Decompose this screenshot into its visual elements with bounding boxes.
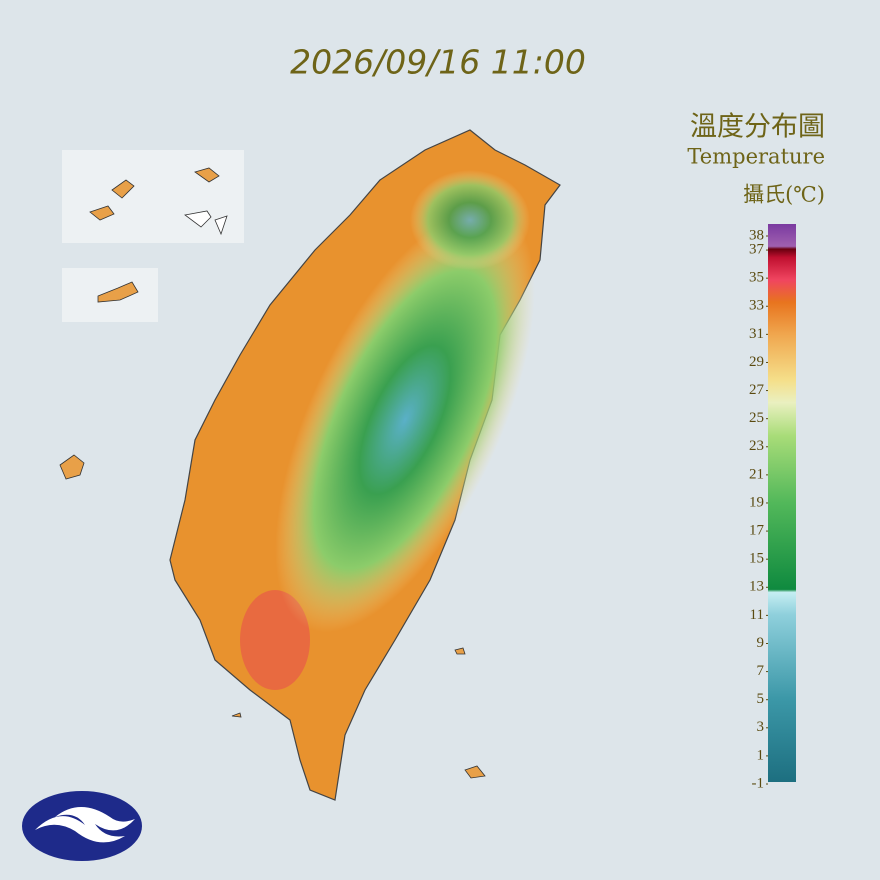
- legend-tick-label: 35: [749, 270, 764, 286]
- legend-tick-label: 25: [749, 410, 764, 426]
- timestamp: 2026/09/16 11:00: [290, 43, 586, 82]
- legend-tick-label: -1: [752, 775, 765, 791]
- islands: [184, 210, 228, 236]
- legend-tick-label: 38: [749, 227, 764, 243]
- mountain-area: [410, 170, 530, 270]
- legend-tick-label: 27: [749, 382, 765, 398]
- legend-tick-label: 15: [749, 551, 764, 567]
- legend-tick-label: 17: [749, 523, 765, 539]
- islands: [59, 454, 486, 779]
- legend-subtitle: Temperature: [687, 145, 825, 169]
- legend-tick-label: 5: [757, 691, 765, 707]
- legend-tick-label: 19: [749, 494, 764, 510]
- legend-tick-label: 33: [749, 298, 764, 314]
- legend-tick-label: 21: [749, 466, 764, 482]
- mountain-area: [275, 207, 535, 633]
- legend-tick-label: 13: [749, 579, 764, 595]
- logo-wave: [35, 807, 135, 843]
- legend-tick-label: 7: [757, 663, 765, 679]
- legend-tick-label: 1: [757, 747, 765, 763]
- legend-tick-label: 37: [749, 241, 765, 257]
- legend-tick-label: 11: [750, 607, 764, 623]
- legend-tick-label: 9: [757, 635, 765, 651]
- inset-box: [62, 150, 244, 243]
- legend-tick-label: 3: [757, 719, 765, 735]
- color-bar: [768, 224, 796, 782]
- legend-tick-label: 29: [749, 354, 764, 370]
- islands: [89, 167, 220, 303]
- legend-unit: 攝氏(℃): [743, 183, 825, 207]
- legend-tick-label: 31: [749, 326, 764, 342]
- legend-title: 溫度分布圖: [690, 112, 825, 143]
- legend-tick-label: 23: [749, 438, 764, 454]
